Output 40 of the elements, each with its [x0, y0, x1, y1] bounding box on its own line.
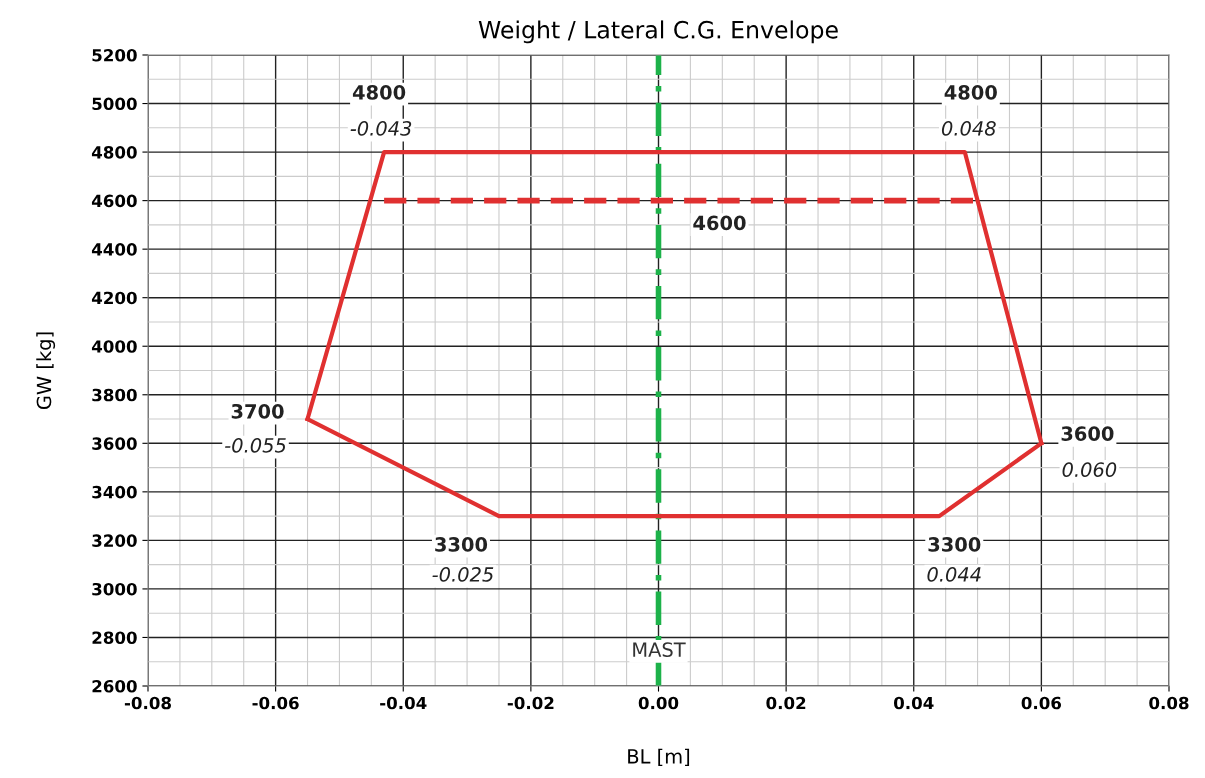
annotation: 4800	[352, 85, 406, 100]
annotation: 4800	[944, 85, 997, 100]
y-tick-label: 4000	[91, 340, 137, 353]
y-tick-label: 2600	[92, 679, 137, 693]
annotation: -0.055	[225, 437, 286, 453]
annotation: 3300	[435, 537, 488, 552]
annotation: 3300	[928, 537, 981, 552]
x-axis-title: BL [m]	[628, 748, 690, 766]
ref-line-label: MAST	[633, 642, 686, 657]
annotation: 4600	[693, 215, 746, 231]
y-tick-label: 5000	[92, 97, 137, 111]
y-tick-label: 4600	[91, 194, 137, 208]
annotation: -0.025	[432, 567, 494, 582]
y-tick-label: 3400	[92, 485, 137, 499]
y-tick-label: 4800	[91, 146, 137, 159]
annotation: 3600	[1061, 426, 1114, 441]
x-tick-label: 0.08	[1149, 696, 1189, 710]
x-tick-label: 0.00	[638, 696, 679, 710]
y-tick-label: 2800	[92, 631, 137, 645]
y-tick-label: 3600	[92, 437, 137, 450]
y-tick-label: 5200	[92, 48, 137, 62]
chart-title: Weight / Lateral C.G. Envelope	[478, 20, 838, 44]
y-tick-label: 3800	[92, 388, 137, 402]
x-tick-label: 0.04	[893, 696, 934, 710]
y-tick-label: 3000	[92, 582, 137, 596]
annotation: 3700	[231, 403, 284, 419]
y-axis-title: GW [kg]	[36, 332, 56, 410]
x-tick-label: -0.04	[380, 696, 427, 710]
x-tick-label: -0.06	[252, 696, 299, 710]
annotation: -0.043	[350, 121, 412, 136]
x-tick-label: -0.08	[124, 696, 171, 710]
y-tick-label: 4400	[91, 243, 137, 256]
x-tick-label: 0.06	[1021, 696, 1062, 710]
x-tick-label: -0.02	[507, 696, 554, 710]
y-tick-label: 3200	[92, 534, 137, 547]
y-tick-label: 4200	[91, 291, 137, 305]
x-tick-label: 0.02	[766, 696, 806, 710]
annotation: 0.048	[941, 121, 996, 136]
annotation: 0.044	[927, 567, 981, 582]
annotation: 0.060	[1062, 462, 1117, 477]
